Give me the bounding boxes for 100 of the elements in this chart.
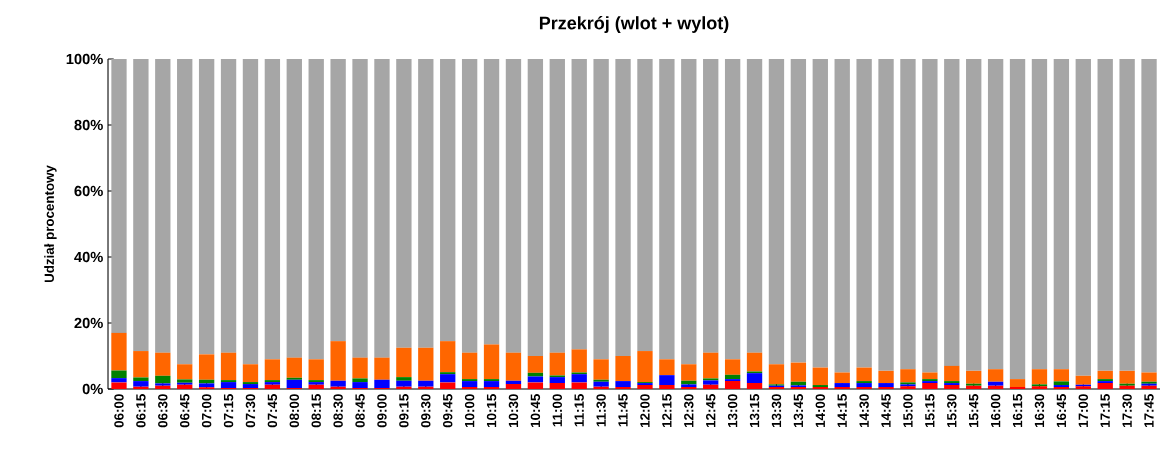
bar (330, 380, 346, 387)
x-tick-label: 11:15 (574, 394, 584, 427)
bar (703, 384, 719, 389)
x-tick-label: 12:30 (684, 394, 694, 427)
bar (308, 384, 324, 389)
bar (374, 379, 390, 389)
bar (330, 386, 346, 389)
bar (834, 59, 850, 373)
bar (1031, 369, 1048, 385)
x-tick-label: 16:00 (990, 394, 1001, 427)
x-tick-label: 07:45 (267, 394, 278, 428)
bar (987, 59, 1004, 370)
x-tick-label: 14:30 (859, 394, 869, 427)
bar (987, 369, 1004, 382)
bar (593, 381, 609, 387)
bar (900, 59, 916, 370)
x-tick-label: 09:45 (443, 394, 453, 428)
x-tick-label: 07:00 (201, 394, 212, 428)
bar (286, 357, 302, 378)
bar (1009, 379, 1026, 388)
bar (461, 352, 478, 380)
bar (1053, 369, 1070, 382)
bar (987, 381, 1004, 386)
bar (593, 386, 609, 389)
x-tick-label: 13:15 (749, 394, 760, 427)
x-tick-label: 06:30 (158, 394, 168, 428)
bar (396, 347, 412, 378)
x-tick-label: 06:15 (136, 394, 146, 428)
bar (637, 59, 653, 352)
x-tick-label: 12:15 (662, 394, 672, 427)
bar (352, 378, 368, 383)
x-tick-label: 07:30 (245, 394, 256, 428)
bar (440, 374, 456, 383)
bar (133, 381, 149, 387)
bar (483, 59, 500, 345)
bar (1097, 370, 1113, 380)
bar (111, 332, 127, 371)
bar (746, 352, 763, 372)
x-tick-label: 14:15 (837, 394, 847, 427)
bar (746, 383, 763, 389)
bar (177, 59, 193, 365)
bar (724, 59, 741, 360)
bar (440, 59, 456, 342)
x-tick-label: 08:30 (333, 394, 343, 428)
bar (1097, 383, 1113, 389)
bar (615, 356, 631, 382)
x-tick-label: 12:45 (705, 394, 716, 427)
bar (198, 59, 215, 355)
bar (505, 59, 522, 353)
bar (483, 381, 500, 388)
bar (790, 59, 807, 363)
bar (198, 354, 215, 380)
x-tick-label: 13:00 (727, 394, 738, 427)
bar (746, 373, 763, 384)
bar (330, 59, 346, 342)
bar (242, 384, 259, 389)
bar (374, 59, 390, 358)
x-tick-label: 15:00 (903, 394, 913, 427)
bar (1009, 59, 1026, 380)
bar (111, 59, 127, 333)
bar (746, 59, 763, 353)
bar (659, 59, 675, 360)
bar (834, 383, 850, 388)
y-tick-label: 20% (74, 317, 103, 329)
bar (944, 365, 960, 382)
bar (198, 383, 215, 388)
bar (790, 362, 807, 382)
bar (703, 352, 719, 379)
bar (1119, 59, 1135, 371)
bar (878, 59, 894, 371)
bar (724, 381, 741, 389)
x-tick-label: 11:45 (618, 394, 628, 427)
bar (922, 383, 938, 389)
bar (856, 367, 872, 382)
bar (681, 364, 697, 381)
bar (856, 383, 872, 388)
bar (593, 59, 609, 360)
bar (374, 357, 390, 380)
bar (549, 59, 565, 353)
bar (133, 351, 149, 378)
x-tick-label: 13:30 (771, 394, 782, 427)
bar (177, 384, 193, 389)
x-tick-label: 14:00 (815, 394, 826, 427)
bar (264, 384, 281, 389)
x-tick-label: 15:15 (925, 394, 935, 427)
bar (133, 386, 149, 389)
y-tick-label: 0% (82, 383, 103, 395)
bar (724, 359, 741, 375)
bar (220, 59, 237, 353)
bar (527, 356, 544, 373)
bar (440, 341, 456, 373)
x-tick-label: 13:45 (793, 394, 804, 427)
bar (264, 359, 281, 381)
bar (527, 382, 544, 389)
bar (768, 364, 785, 385)
x-tick-label: 11:00 (552, 394, 563, 427)
bar (155, 352, 171, 376)
bar (703, 59, 719, 353)
bar (1141, 372, 1157, 382)
bar (220, 382, 237, 389)
